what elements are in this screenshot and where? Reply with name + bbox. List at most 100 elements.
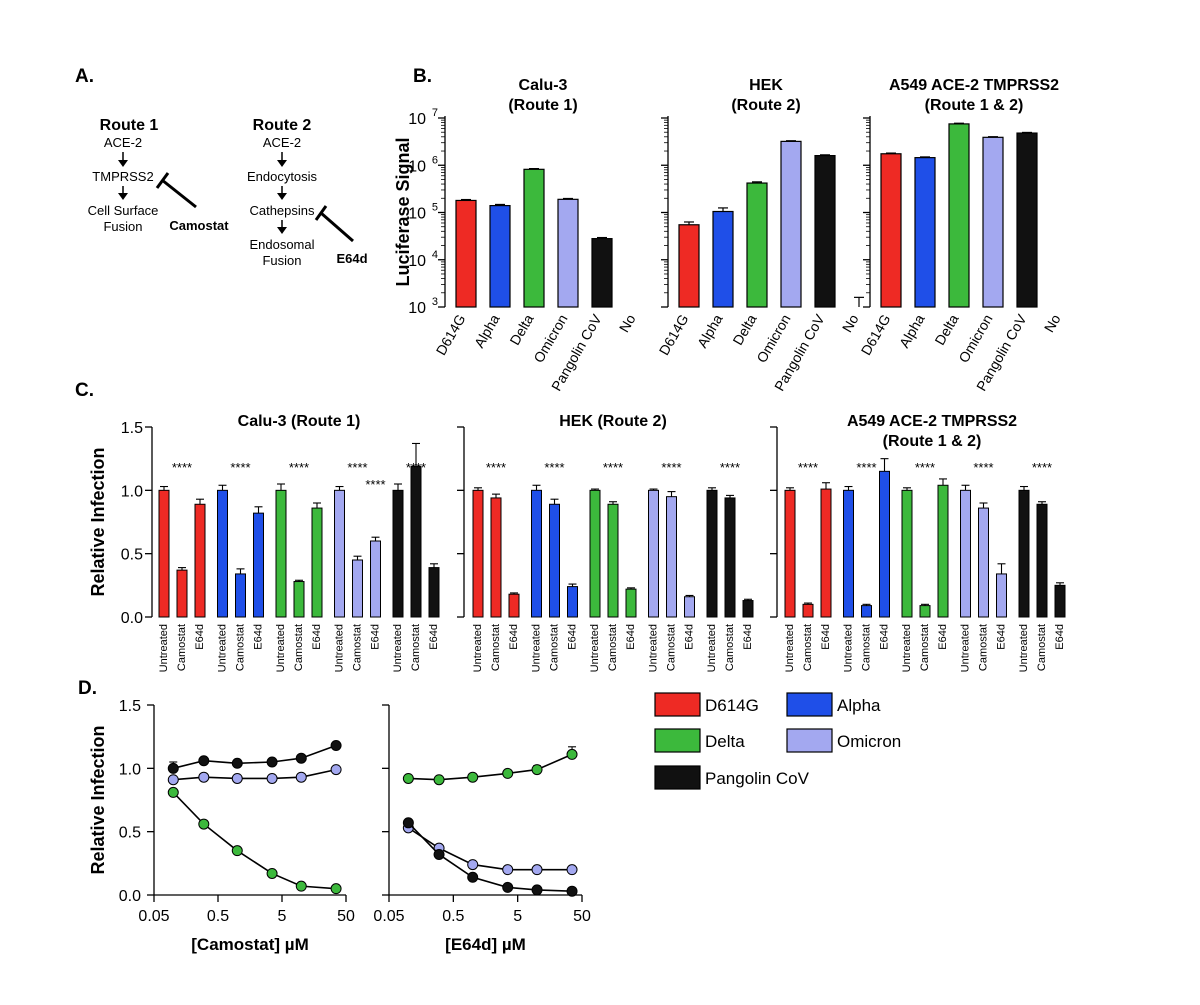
panel-d-point bbox=[198, 755, 210, 767]
panel-b-y-label: Luciferase Signal bbox=[393, 137, 413, 286]
panel-c-significance: **** bbox=[544, 460, 564, 475]
panel-c-treatment-label: Camostat bbox=[861, 624, 873, 671]
route1-diagram: Route 1 ACE-2 TMPRSS2 Cell Surface Fusio… bbox=[88, 117, 230, 234]
panel-c-treatment-label: Untreated bbox=[158, 624, 170, 672]
panel-d-point bbox=[467, 859, 479, 871]
panel-c-treatment-label: E64d bbox=[311, 624, 323, 650]
panel-c-treatment-label: Untreated bbox=[960, 624, 972, 672]
panel-c-bar bbox=[194, 503, 206, 618]
panel-c-bar bbox=[684, 596, 695, 618]
panel-b-y-tick-label: 10 bbox=[408, 206, 426, 223]
panel-c-treatment-label: Camostat bbox=[352, 624, 364, 671]
panel-c-bar bbox=[589, 489, 601, 618]
panel-c-significance: **** bbox=[347, 460, 367, 475]
route2-arrowhead bbox=[277, 160, 287, 167]
panel-d-series-line bbox=[408, 753, 573, 781]
panel-b-bar bbox=[948, 123, 970, 308]
panel-d-point bbox=[330, 764, 342, 776]
e64d-inhibition-line bbox=[320, 211, 354, 243]
panel-c-treatment-label: Untreated bbox=[392, 624, 404, 672]
panel-c-bar bbox=[410, 465, 422, 618]
panel-c-treatment-label: Camostat bbox=[235, 624, 247, 671]
panel-c-y-tick-label: 0.5 bbox=[121, 547, 143, 564]
panel-c-bar bbox=[311, 507, 323, 618]
panel-c-title: A549 ACE-2 TMPRSS2 bbox=[847, 413, 1017, 430]
panel-d-point bbox=[231, 845, 243, 857]
panel-d-point bbox=[266, 756, 278, 768]
panel-c-title: Calu-3 (Route 1) bbox=[238, 413, 361, 430]
panel-b-bar bbox=[712, 210, 734, 308]
panel-d-point bbox=[266, 772, 278, 784]
panel-b-bar bbox=[880, 153, 902, 308]
panel-c-treatment-label: Camostat bbox=[724, 624, 736, 671]
panel-c-bar bbox=[843, 489, 854, 618]
legend-swatch bbox=[654, 765, 701, 790]
panel-c-title: (Route 1 & 2) bbox=[883, 433, 982, 450]
panel-b-title: HEK bbox=[749, 77, 783, 94]
legend-label: Delta bbox=[705, 732, 745, 751]
panel-c-treatment-label: Untreated bbox=[472, 624, 484, 672]
panel-d-x-tick-label: 50 bbox=[337, 908, 355, 925]
panel-b-bar bbox=[746, 182, 768, 308]
panel-d-point bbox=[167, 774, 179, 786]
panel-c-bar bbox=[176, 569, 188, 618]
panel-b-y-tick-label: 10 bbox=[408, 158, 426, 175]
panel-b-bar bbox=[1016, 132, 1038, 308]
panel-d-point bbox=[295, 880, 307, 892]
panel-b-bar bbox=[780, 140, 802, 308]
panel-c-bar bbox=[253, 512, 264, 618]
panel-b-category-label: Alpha bbox=[694, 311, 726, 350]
panel-label-b: B. bbox=[413, 66, 432, 87]
legend-swatch bbox=[654, 692, 701, 717]
panel-c-significance: **** bbox=[289, 460, 309, 475]
camostat-inhibition-line bbox=[161, 178, 197, 209]
panel-c-treatment-label: Untreated bbox=[334, 624, 346, 672]
panel-b-bar bbox=[523, 168, 545, 308]
panel-c-treatment-label: Untreated bbox=[784, 624, 796, 672]
panel-b-bar bbox=[982, 136, 1004, 308]
panel-c-significance: **** bbox=[661, 460, 681, 475]
panel-c-significance: **** bbox=[406, 460, 426, 475]
panel-c-treatment-label: Untreated bbox=[706, 624, 718, 672]
route1-title: Route 1 bbox=[100, 117, 159, 134]
panel-d-y-tick-label: 0.0 bbox=[119, 888, 141, 905]
panel-d-x-tick-label: 0.05 bbox=[138, 908, 169, 925]
panel-b-category-label: D614G bbox=[433, 312, 469, 358]
legend-label: Alpha bbox=[837, 696, 881, 715]
panel-c-treatment-label: E64d bbox=[1054, 624, 1066, 650]
panel-c-bar bbox=[861, 605, 872, 618]
panel-c-bar bbox=[217, 489, 228, 618]
panel-c-treatment-label: E64d bbox=[684, 624, 696, 650]
panel-c-bar bbox=[567, 586, 578, 618]
panel-d-point bbox=[231, 757, 243, 769]
panel-c-bar bbox=[820, 488, 832, 618]
panel-b-y-tick-label: 10 bbox=[408, 253, 426, 270]
panel-c-bar bbox=[531, 489, 542, 618]
panel-c-bar bbox=[666, 496, 677, 618]
panel-label-d: D. bbox=[78, 678, 97, 699]
panel-b-bar bbox=[814, 155, 836, 308]
panel-d-series-line bbox=[172, 791, 337, 890]
panel-c-bar bbox=[607, 503, 619, 618]
panel-d-point bbox=[266, 867, 278, 879]
panel-c-treatment-label: E64d bbox=[194, 624, 206, 650]
route2-step: Endosomal bbox=[249, 237, 314, 252]
legend-label: D614G bbox=[705, 696, 759, 715]
route2-step: Endocytosis bbox=[247, 169, 318, 184]
panel-c-treatment-label: E64d bbox=[820, 624, 832, 650]
panel-b-title: (Route 1 & 2) bbox=[925, 97, 1024, 114]
panel-c-treatment-label: Camostat bbox=[549, 624, 561, 671]
panel-c-bar bbox=[742, 600, 754, 618]
panel-c-significance: **** bbox=[798, 460, 818, 475]
panel-c-bar bbox=[625, 588, 637, 618]
panel-c-treatment-label: Camostat bbox=[293, 624, 305, 671]
panel-c-treatment-label: E64d bbox=[253, 624, 265, 650]
panel-b-y-tick-exponent: 7 bbox=[432, 107, 438, 119]
panel-c-bar bbox=[352, 559, 363, 618]
panel-b-title: (Route 2) bbox=[731, 97, 800, 114]
panel-c-bar bbox=[724, 497, 736, 618]
panel-d-point bbox=[502, 864, 514, 876]
panel-b-category-label: D614G bbox=[858, 312, 894, 358]
panel-label-a: A. bbox=[75, 66, 94, 87]
